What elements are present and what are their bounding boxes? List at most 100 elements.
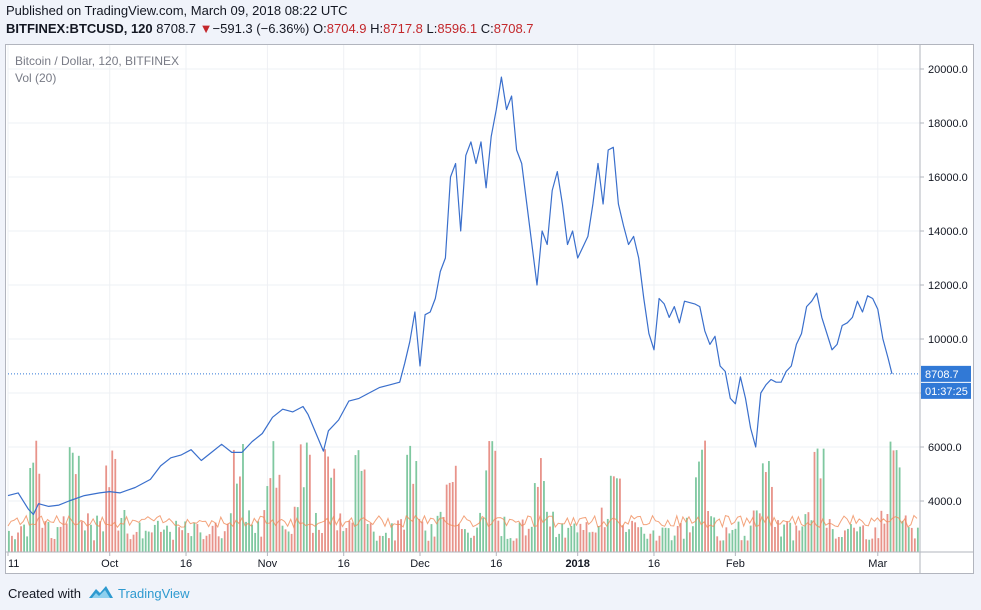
volume-bar — [357, 450, 360, 552]
volume-bar — [816, 448, 819, 552]
volume-bar — [579, 523, 582, 552]
volume-bar — [269, 478, 272, 552]
volume-bar — [701, 449, 703, 552]
volume-bar — [898, 467, 901, 552]
volume-bar — [567, 527, 570, 552]
volume-bar — [296, 507, 299, 552]
volume-bar — [646, 538, 649, 552]
symbol-name[interactable]: BITFINEX:BTCUSD, 120 — [6, 21, 153, 36]
volume-bar — [901, 520, 904, 552]
volume-bar — [193, 522, 196, 552]
volume-bar — [564, 537, 567, 552]
volume-bar — [172, 539, 174, 552]
volume-bar — [585, 522, 588, 552]
volume-bar — [755, 510, 758, 552]
volume-bar — [783, 524, 785, 552]
volume-bar — [348, 520, 351, 552]
volume-bar — [26, 536, 29, 552]
volume-bar — [649, 533, 652, 552]
volume-bar — [850, 524, 852, 552]
volume-bar — [144, 530, 147, 552]
volume-bar — [430, 524, 433, 552]
volume-bar — [728, 533, 731, 552]
volume-bar — [588, 532, 591, 552]
volume-bar — [391, 523, 393, 552]
volume-bar — [114, 458, 117, 552]
tradingview-logo-icon[interactable] — [88, 584, 114, 600]
volume-bar — [102, 531, 105, 552]
volume-bar — [260, 536, 263, 552]
volume-bar — [68, 447, 71, 552]
volume-bar — [494, 450, 497, 552]
volume-bar — [479, 512, 481, 552]
volume-bar — [65, 523, 68, 552]
volume-bar — [798, 530, 801, 552]
price-chart[interactable]: 4000.06000.08000.010000.012000.014000.01… — [6, 45, 973, 573]
volume-bar — [427, 540, 430, 552]
x-tick-label: 16 — [648, 558, 660, 570]
volume-bar — [23, 524, 25, 552]
volume-bar — [141, 538, 144, 552]
volume-bar — [801, 526, 804, 552]
x-tick-label: 16 — [180, 558, 192, 570]
volume-bar — [126, 533, 129, 552]
volume-bar — [457, 523, 460, 552]
volume-bar — [667, 528, 670, 552]
volume-bar — [886, 513, 889, 552]
volume-bar — [93, 540, 95, 552]
volume-bar — [217, 536, 220, 552]
volume-bar — [695, 477, 697, 552]
volume-bar — [464, 529, 466, 552]
volume-bar — [661, 527, 664, 552]
volume-bar — [871, 538, 874, 552]
volume-bar — [609, 475, 612, 552]
tradingview-brand[interactable]: TradingView — [118, 586, 190, 601]
volume-bar — [515, 538, 518, 552]
volume-bar — [32, 462, 35, 552]
volume-bar — [500, 536, 503, 552]
volume-bar — [834, 538, 837, 552]
volume-bar — [725, 527, 728, 552]
open-value: 8704.9 — [326, 21, 367, 36]
volume-bar — [895, 450, 898, 552]
volume-legend[interactable]: Vol (20) — [15, 71, 57, 85]
volume-bar — [916, 527, 919, 552]
volume-bar — [546, 511, 548, 552]
volume-bar — [518, 522, 521, 552]
volume-bar — [388, 538, 390, 552]
high-label: H: — [370, 21, 384, 36]
volume-bar — [460, 528, 463, 552]
volume-bar — [682, 538, 685, 552]
volume-bar — [439, 511, 442, 552]
volume-bar — [506, 538, 509, 552]
volume-bar — [856, 531, 858, 552]
published-info: Published on TradingView.com, March 09, … — [6, 3, 348, 18]
volume-bar — [181, 530, 184, 552]
volume-bar — [892, 450, 895, 552]
volume-bar — [132, 534, 135, 552]
volume-bar — [369, 523, 372, 552]
volume-bar — [17, 532, 19, 552]
volume-bar — [378, 535, 381, 552]
volume-bar — [768, 461, 770, 552]
volume-bar — [664, 527, 667, 552]
volume-bar — [865, 539, 868, 552]
volume-bar — [345, 528, 348, 552]
volume-bar — [56, 527, 59, 552]
open-label: O: — [313, 21, 327, 36]
volume-bar — [868, 539, 871, 552]
series-legend[interactable]: Bitcoin / Dollar, 120, BITFINEX — [15, 54, 180, 68]
volume-bar — [299, 444, 302, 552]
grid-lines — [7, 45, 920, 552]
volume-bar — [403, 529, 405, 552]
y-tick-label: 10000.0 — [928, 334, 968, 346]
volume-bar — [454, 465, 457, 552]
chart-panel[interactable]: 4000.06000.08000.010000.012000.014000.01… — [5, 44, 974, 574]
volume-bar — [521, 519, 524, 552]
volume-bar — [351, 522, 354, 552]
volume-bar — [485, 470, 488, 552]
low-label: L: — [426, 21, 438, 36]
volume-bar — [576, 532, 579, 552]
volume-bar — [229, 513, 232, 552]
volume-bar — [333, 468, 336, 552]
